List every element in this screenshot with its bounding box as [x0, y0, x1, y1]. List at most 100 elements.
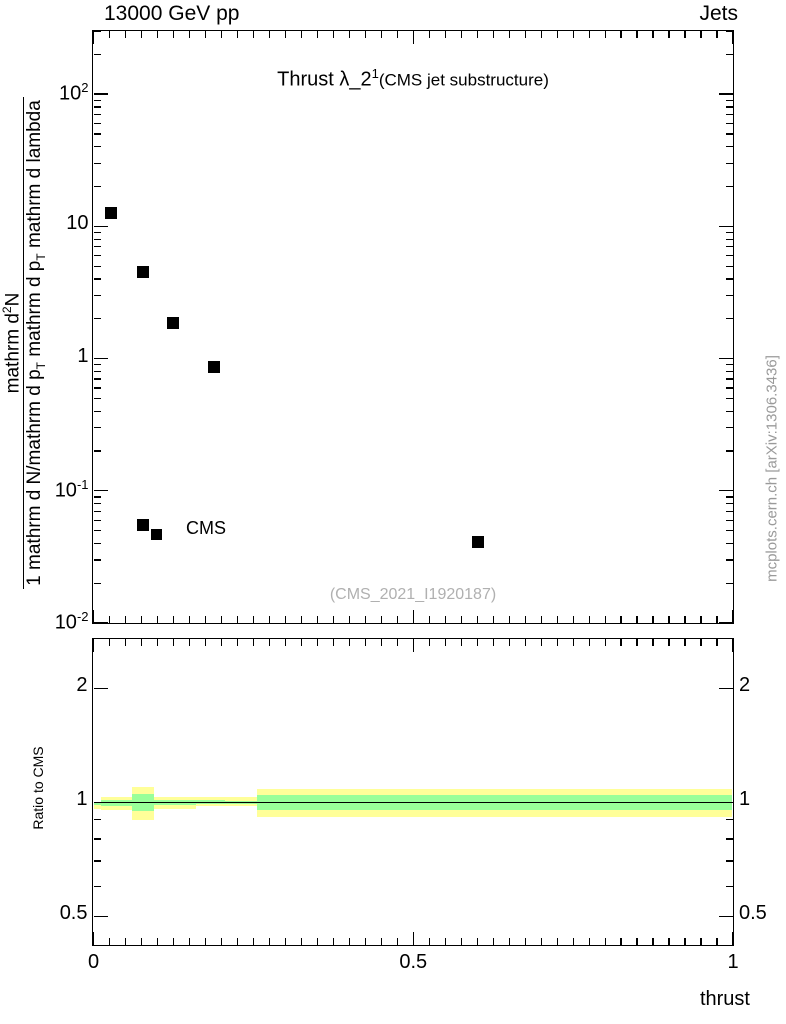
- y-tick-major-left: [93, 99, 101, 101]
- ratio-x-tick-bottom: [204, 938, 207, 945]
- x-tick-top: [428, 31, 430, 38]
- ratio-x-tick-top: [508, 639, 510, 646]
- x-tick-bottom: [156, 616, 159, 623]
- x-tick-top: [204, 31, 207, 38]
- x-tick-label: 0: [87, 951, 100, 973]
- y-tick-major-left: [93, 510, 101, 512]
- data-marker: [137, 519, 150, 532]
- y-tick-major-right: [726, 238, 733, 240]
- ratio-x-tick-top: [284, 639, 287, 646]
- y-tick-major-left: [93, 185, 101, 188]
- y-tick-major-right: [726, 397, 733, 400]
- ratio-x-tick-top: [652, 639, 654, 646]
- y-tick-major-left: [93, 519, 101, 521]
- x-tick-bottom: [716, 616, 718, 623]
- x-tick-top: [684, 31, 686, 38]
- x-tick-bottom: [508, 616, 510, 623]
- ratio-x-tick-top: [252, 639, 255, 646]
- y-tick-major-right: [726, 582, 733, 584]
- x-tick-bottom: [604, 616, 606, 623]
- ratio-x-tick-bottom: [732, 932, 734, 945]
- legend-marker-cms: [151, 529, 162, 540]
- y-tick-major-right: [726, 363, 733, 366]
- y-tick-major-right: [726, 387, 733, 389]
- y-tick-major-right: [726, 113, 733, 116]
- x-tick-top: [508, 31, 510, 38]
- y-tick-major-right: [726, 510, 733, 512]
- x-tick-top: [444, 31, 446, 38]
- ratio-x-tick-top: [108, 639, 111, 646]
- x-tick-bottom: [284, 616, 287, 623]
- ratio-x-tick-bottom: [220, 938, 223, 945]
- x-tick-bottom: [396, 616, 398, 623]
- y-tick-major-right: [726, 502, 733, 505]
- x-tick-top: [716, 31, 718, 38]
- x-tick-top: [492, 31, 494, 38]
- x-tick-bottom: [108, 616, 111, 623]
- ratio-x-tick-bottom: [508, 938, 510, 945]
- x-tick-top: [252, 31, 255, 38]
- ratio-x-tick-top: [188, 639, 191, 646]
- ratio-x-tick-top: [268, 639, 271, 646]
- ratio-x-tick-top: [604, 639, 606, 646]
- y-axis-label-fraction: mathrm d2N 1 mathrm d N/mathrm d pT math…: [0, 97, 48, 589]
- ratio-x-tick-bottom: [620, 938, 622, 945]
- x-tick-bottom: [412, 610, 414, 623]
- y-tick-major-right: [726, 496, 733, 498]
- ratio-band-outer: [94, 802, 102, 810]
- ratio-x-tick-top: [572, 639, 574, 646]
- y-tick-minor-right: [726, 53, 733, 55]
- y-tick-major-right: [726, 378, 733, 380]
- ratio-x-tick-bottom: [92, 932, 95, 945]
- ratio-x-tick-bottom: [108, 938, 111, 945]
- x-tick-bottom: [652, 616, 654, 623]
- y-tick-major-left: [93, 146, 101, 148]
- y-tick-major-left: [93, 378, 101, 380]
- y-tick-major-left: [93, 363, 101, 366]
- ratio-x-tick-top: [556, 639, 558, 646]
- ratio-x-tick-top: [428, 639, 430, 646]
- ratio-x-tick-top: [316, 639, 319, 646]
- ratio-x-tick-top: [460, 639, 462, 646]
- x-tick-bottom: [300, 616, 303, 623]
- ratio-y-tick-left: [93, 915, 108, 918]
- ratio-y-tick-right: [726, 860, 733, 862]
- ratio-x-tick-bottom: [300, 938, 303, 945]
- x-tick-bottom: [732, 610, 734, 623]
- y-tick-label-mantissa: 10: [54, 479, 77, 502]
- ratio-x-tick-bottom: [268, 938, 271, 945]
- ratio-x-tick-bottom: [124, 938, 127, 945]
- ratio-x-tick-bottom: [716, 938, 718, 945]
- y-tick-major-left: [93, 265, 101, 267]
- y-tick-major-right: [726, 231, 733, 234]
- ratio-y-tick-label-left: 2: [76, 674, 88, 697]
- ratio-x-tick-bottom: [604, 938, 606, 945]
- ratio-x-tick-bottom: [588, 938, 590, 945]
- y-tick-label-mantissa: 10: [59, 82, 82, 105]
- ratio-y-tick-label-left: 0.5: [59, 902, 88, 925]
- y-tick-major-left: [93, 93, 108, 95]
- x-tick-bottom: [204, 616, 207, 623]
- x-tick-top: [300, 31, 303, 38]
- x-tick-top: [620, 31, 622, 38]
- data-marker: [166, 317, 179, 330]
- y-tick-major-left: [93, 582, 101, 584]
- ratio-x-tick-bottom: [476, 938, 478, 945]
- ratio-x-tick-bottom: [412, 932, 414, 945]
- y-tick-major-left: [93, 370, 101, 373]
- x-tick-top: [188, 31, 191, 38]
- y-tick-major-right: [726, 519, 733, 521]
- y-tick-major-left: [93, 113, 101, 116]
- x-tick-top: [524, 31, 526, 38]
- x-tick-bottom: [668, 616, 670, 623]
- x-tick-bottom: [492, 616, 494, 623]
- x-tick-bottom: [172, 616, 175, 623]
- plot-title: Thrust λ_21(CMS jet substructure): [92, 66, 734, 92]
- y-tick-minor-left: [93, 53, 101, 55]
- ratio-x-tick-top: [620, 639, 622, 646]
- y-tick-major-right: [719, 622, 733, 624]
- ratio-y-tick-left: [93, 687, 108, 690]
- ratio-x-tick-top: [396, 639, 398, 646]
- ratio-y-tick-label-left: 1: [76, 788, 88, 811]
- ratio-x-tick-top: [332, 639, 334, 646]
